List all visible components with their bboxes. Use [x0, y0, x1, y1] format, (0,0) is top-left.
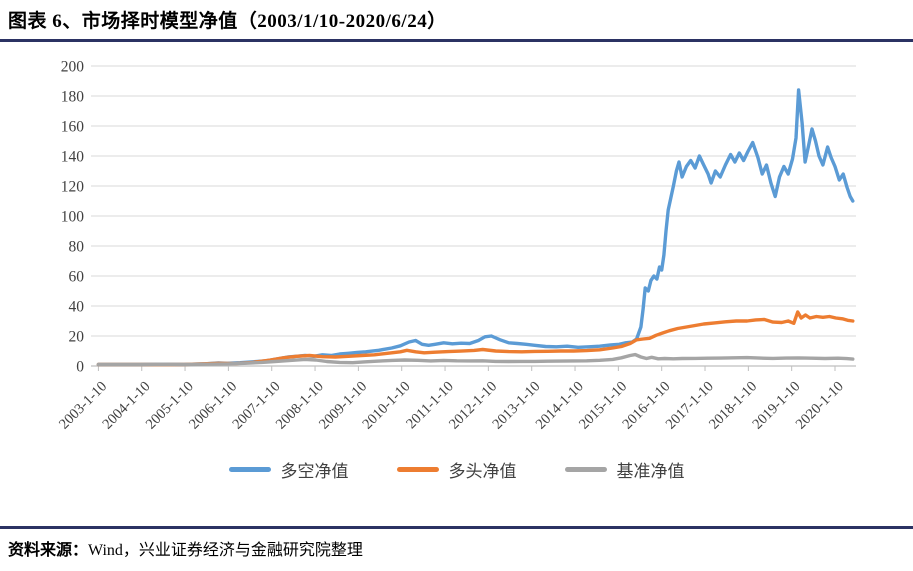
svg-text:60: 60: [69, 269, 85, 286]
footer-rule: [0, 526, 913, 529]
svg-text:160: 160: [61, 119, 85, 136]
chart-legend: 多空净值 多头净值 基准净值: [0, 454, 913, 484]
svg-text:100: 100: [61, 209, 85, 226]
svg-text:0: 0: [76, 359, 84, 376]
legend-item-benchmark: 基准净值: [564, 457, 685, 482]
source-label: 资料来源：: [8, 542, 89, 559]
legend-label: 多空净值: [280, 461, 349, 481]
benchmark-line-swatch: [564, 466, 607, 472]
legend-item-long: 多头净值: [396, 457, 517, 482]
chart-area: 0 20 40 60 80 100 120 140 160 180 200 2003-1-10 2004…: [0, 53, 913, 446]
legend-item-long-short: 多空净值: [228, 457, 349, 482]
long-short-line-swatch: [228, 466, 271, 472]
svg-text:180: 180: [61, 89, 85, 106]
svg-text:140: 140: [61, 149, 85, 166]
source-note: 资料来源：Wind，兴业证券经济与金融研究院整理: [0, 529, 913, 560]
svg-text:40: 40: [69, 299, 85, 316]
line-chart: 0204060801001201401601802002003-1-102004…: [56, 59, 856, 433]
svg-text:120: 120: [61, 179, 85, 196]
source-text: Wind，兴业证券经济与金融研究院整理: [88, 542, 363, 559]
svg-text:80: 80: [69, 239, 85, 256]
legend-label: 多头净值: [448, 461, 517, 481]
svg-text:200: 200: [61, 59, 85, 76]
long-line-swatch: [396, 466, 439, 472]
chart-title: 图表 6、市场择时模型净值（2003/1/10-2020/6/24）: [8, 11, 447, 32]
legend-label: 基准净值: [616, 461, 685, 481]
svg-text:2020-1-10: 2020-1-10: [793, 379, 847, 433]
title-rule: [0, 39, 913, 42]
svg-text:20: 20: [69, 329, 85, 346]
